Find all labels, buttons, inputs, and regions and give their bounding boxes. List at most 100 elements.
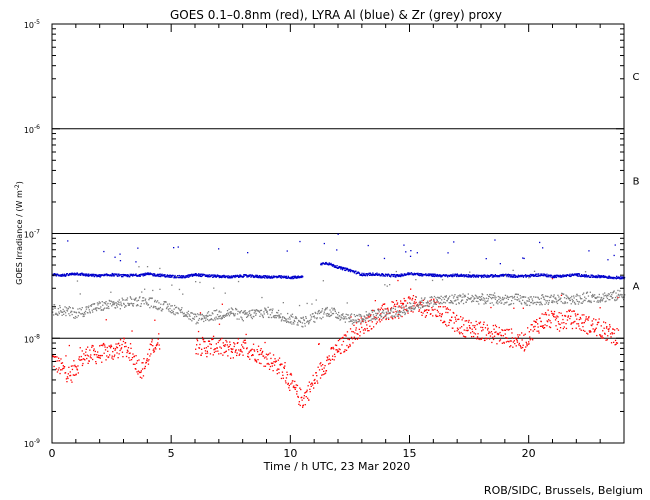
al-point bbox=[566, 274, 568, 276]
zr-point bbox=[300, 317, 303, 319]
goes-point bbox=[318, 369, 321, 371]
goes-point bbox=[271, 362, 273, 365]
al-point bbox=[609, 276, 611, 278]
al-point bbox=[596, 275, 598, 278]
zr-point bbox=[533, 302, 535, 304]
goes-point bbox=[503, 342, 505, 344]
goes-point bbox=[290, 372, 292, 375]
zr-point bbox=[133, 298, 135, 300]
goes-point bbox=[242, 354, 244, 356]
zr-point bbox=[152, 306, 154, 309]
al-point bbox=[130, 274, 132, 276]
goes-point bbox=[266, 358, 268, 360]
goes-point bbox=[269, 365, 272, 368]
goes-point bbox=[473, 332, 475, 334]
goes-point bbox=[280, 363, 282, 365]
goes-point bbox=[135, 355, 137, 357]
zr-point bbox=[88, 305, 90, 307]
goes-point bbox=[505, 341, 508, 343]
al-point bbox=[73, 272, 76, 274]
y-axis-label: GOES Irradiance / (W m-2) bbox=[14, 181, 25, 285]
zr-point bbox=[445, 295, 447, 297]
goes-point bbox=[132, 363, 135, 365]
goes-point bbox=[232, 348, 234, 350]
goes-point bbox=[350, 336, 353, 338]
al-point bbox=[148, 273, 151, 275]
zr-point bbox=[410, 309, 413, 312]
al-point bbox=[512, 275, 514, 277]
al-point bbox=[618, 276, 621, 279]
x-tick-label: 20 bbox=[522, 447, 536, 460]
zr-point bbox=[511, 295, 513, 298]
al-point bbox=[59, 274, 61, 276]
zr-point bbox=[115, 304, 118, 307]
zr-point bbox=[101, 309, 103, 311]
zr-point bbox=[558, 296, 560, 298]
zr-point bbox=[612, 291, 614, 294]
goes-point bbox=[484, 339, 486, 341]
zr-point bbox=[301, 322, 304, 324]
zr-point bbox=[403, 311, 406, 313]
goes-point bbox=[442, 322, 444, 324]
zr-point bbox=[140, 305, 142, 307]
zr-point bbox=[392, 311, 394, 313]
zr-point bbox=[533, 296, 535, 298]
zr-point bbox=[441, 279, 444, 281]
goes-point bbox=[344, 349, 346, 351]
al-point bbox=[260, 275, 262, 277]
zr-point bbox=[425, 305, 427, 307]
al-point bbox=[188, 275, 190, 277]
zr-point bbox=[518, 298, 520, 300]
zr-point bbox=[500, 300, 502, 302]
goes-point bbox=[221, 303, 223, 305]
zr-point bbox=[466, 299, 468, 301]
goes-point bbox=[218, 353, 220, 355]
al-point bbox=[57, 274, 59, 276]
goes-point bbox=[583, 322, 585, 324]
goes-point bbox=[65, 355, 67, 357]
zr-point bbox=[316, 317, 318, 319]
al-point bbox=[594, 276, 596, 278]
flare-class-c: C bbox=[633, 72, 640, 83]
al-point bbox=[178, 276, 180, 279]
al-point bbox=[326, 262, 328, 265]
zr-point bbox=[151, 297, 153, 299]
al-point bbox=[461, 275, 463, 277]
zr-point bbox=[599, 301, 601, 303]
goes-point bbox=[448, 321, 450, 324]
goes-point bbox=[90, 354, 92, 356]
zr-point bbox=[464, 294, 466, 296]
goes-point bbox=[82, 358, 84, 360]
goes-point bbox=[381, 305, 383, 307]
zr-point bbox=[238, 318, 240, 320]
al-point bbox=[388, 274, 390, 276]
goes-point bbox=[413, 301, 416, 303]
goes-point bbox=[141, 362, 143, 364]
zr-point bbox=[142, 300, 144, 302]
al-point bbox=[486, 274, 488, 276]
goes-point bbox=[345, 349, 348, 351]
zr-point bbox=[356, 314, 358, 317]
zr-point bbox=[323, 313, 325, 315]
zr-point bbox=[577, 303, 580, 305]
al-point bbox=[327, 264, 330, 266]
zr-point bbox=[398, 310, 400, 313]
goes-point bbox=[292, 380, 294, 382]
goes-point bbox=[322, 364, 324, 366]
zr-point bbox=[444, 302, 447, 304]
zr-point bbox=[560, 297, 562, 299]
zr-point bbox=[114, 302, 116, 304]
goes-point bbox=[410, 310, 412, 312]
goes-point bbox=[278, 368, 280, 370]
zr-point bbox=[563, 302, 565, 305]
al-point bbox=[560, 275, 562, 277]
goes-point bbox=[324, 372, 327, 374]
al-point bbox=[531, 275, 533, 277]
goes-point bbox=[546, 325, 548, 327]
goes-point bbox=[465, 329, 467, 332]
zr-point bbox=[249, 310, 251, 312]
al-point bbox=[608, 275, 610, 278]
zr-point bbox=[358, 313, 360, 316]
zr-point bbox=[486, 294, 488, 296]
